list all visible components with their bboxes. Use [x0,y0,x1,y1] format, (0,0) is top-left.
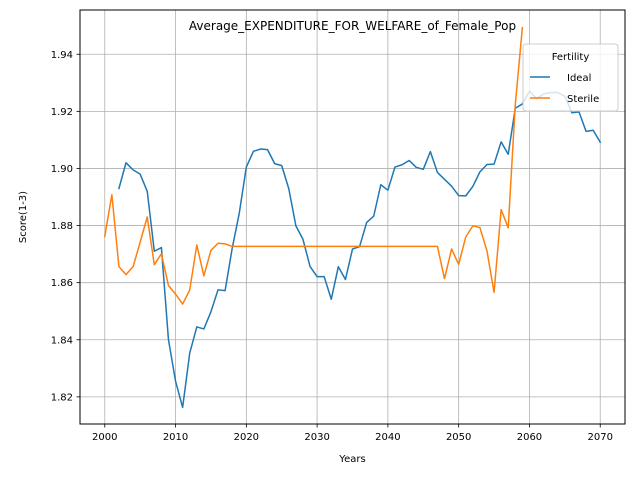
x-tick-label: 2010 [163,432,188,443]
legend: Fertility Ideal Sterile [522,43,619,112]
legend-label-sterile: Sterile [567,94,599,105]
legend-title: Fertility [552,52,590,63]
x-tick-label: 2060 [517,432,542,443]
x-tick-label: 2040 [375,432,400,443]
y-axis-label: Score(1-3) [18,191,29,243]
x-tick-label: 2030 [304,432,329,443]
chart-title: Average_EXPENDITURE_FOR_WELFARE_of_Femal… [189,19,516,33]
x-tick-label: 2020 [234,432,259,443]
y-tick-label: 1.86 [51,278,73,289]
y-tick-label: 1.88 [51,221,73,232]
x-tick-label: 2070 [588,432,613,443]
x-tick-label: 2050 [446,432,471,443]
series-line-sterile [103,26,524,305]
y-tick-label: 1.84 [51,335,73,346]
y-tick-label: 1.90 [51,164,73,175]
y-tick-label: 1.92 [51,107,73,118]
legend-frame [522,43,619,112]
x-tick-label: 2000 [92,432,117,443]
y-tick-label: 1.94 [51,50,73,61]
axis-ticks: 2000 2010 2020 2030 2040 2050 2060 2070 1.82 1.84… [51,50,613,443]
legend-label-ideal: Ideal [567,73,591,84]
y-tick-label: 1.82 [51,392,73,403]
plot-frame [79,9,626,425]
series-lines [103,26,602,409]
x-axis-label: Years [338,454,365,465]
